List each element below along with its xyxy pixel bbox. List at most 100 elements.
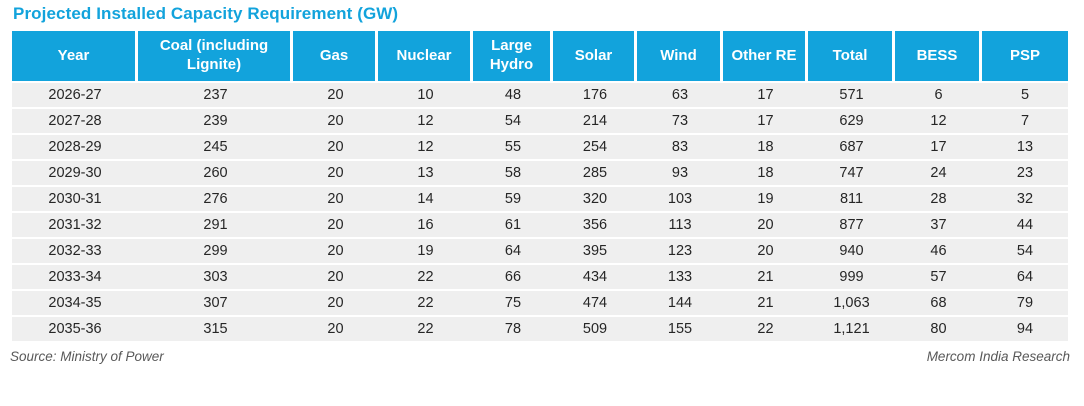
value-cell: 79: [982, 291, 1068, 317]
value-cell: 73: [637, 109, 723, 135]
value-cell: 64: [982, 265, 1068, 291]
value-cell: 747: [808, 161, 895, 187]
year-cell: 2029-30: [12, 161, 138, 187]
value-cell: 571: [808, 83, 895, 109]
value-cell: 57: [895, 265, 982, 291]
table-row: 2034-35 307 20 22 75 474 144 21 1,063 68 79: [12, 291, 1068, 317]
value-cell: 7: [982, 109, 1068, 135]
value-cell: 291: [138, 213, 293, 239]
source-note: Source: Ministry of Power: [10, 349, 164, 364]
value-cell: 20: [293, 109, 378, 135]
value-cell: 239: [138, 109, 293, 135]
table-row: 2026-27 237 20 10 48 176 63 17 571 6 5: [12, 83, 1068, 109]
table-row: 2033-34 303 20 22 66 434 133 21 999 57 64: [12, 265, 1068, 291]
value-cell: 94: [982, 317, 1068, 343]
year-cell: 2034-35: [12, 291, 138, 317]
value-cell: 20: [723, 239, 808, 265]
column-header-bess: BESS: [895, 31, 982, 83]
capacity-table: Year Coal (including Lignite) Gas Nuclear La…: [12, 31, 1068, 343]
value-cell: 37: [895, 213, 982, 239]
year-cell: 2027-28: [12, 109, 138, 135]
value-cell: 237: [138, 83, 293, 109]
column-header-wind: Wind: [637, 31, 723, 83]
value-cell: 214: [553, 109, 637, 135]
column-header-psp: PSP: [982, 31, 1068, 83]
value-cell: 61: [473, 213, 553, 239]
value-cell: 63: [637, 83, 723, 109]
table-row: 2027-28 239 20 12 54 214 73 17 629 12 7: [12, 109, 1068, 135]
value-cell: 12: [378, 135, 473, 161]
value-cell: 687: [808, 135, 895, 161]
value-cell: 940: [808, 239, 895, 265]
table-row: 2035-36 315 20 22 78 509 155 22 1,121 80 94: [12, 317, 1068, 343]
value-cell: 20: [293, 317, 378, 343]
table-row: 2030-31 276 20 14 59 320 103 19 811 28 32: [12, 187, 1068, 213]
year-cell: 2026-27: [12, 83, 138, 109]
value-cell: 20: [293, 213, 378, 239]
value-cell: 14: [378, 187, 473, 213]
table-row: 2029-30 260 20 13 58 285 93 18 747 24 23: [12, 161, 1068, 187]
value-cell: 21: [723, 291, 808, 317]
value-cell: 123: [637, 239, 723, 265]
value-cell: 509: [553, 317, 637, 343]
value-cell: 28: [895, 187, 982, 213]
column-header-gas: Gas: [293, 31, 378, 83]
value-cell: 6: [895, 83, 982, 109]
value-cell: 80: [895, 317, 982, 343]
year-cell: 2032-33: [12, 239, 138, 265]
value-cell: 24: [895, 161, 982, 187]
value-cell: 133: [637, 265, 723, 291]
value-cell: 303: [138, 265, 293, 291]
value-cell: 20: [293, 265, 378, 291]
value-cell: 20: [293, 83, 378, 109]
value-cell: 83: [637, 135, 723, 161]
value-cell: 58: [473, 161, 553, 187]
column-header-year: Year: [12, 31, 138, 83]
value-cell: 64: [473, 239, 553, 265]
footer: Source: Ministry of Power Mercom India R…: [10, 349, 1070, 364]
value-cell: 93: [637, 161, 723, 187]
value-cell: 55: [473, 135, 553, 161]
year-cell: 2028-29: [12, 135, 138, 161]
header-row: Year Coal (including Lignite) Gas Nuclear La…: [12, 31, 1068, 83]
value-cell: 811: [808, 187, 895, 213]
value-cell: 19: [378, 239, 473, 265]
value-cell: 20: [293, 135, 378, 161]
value-cell: 395: [553, 239, 637, 265]
value-cell: 320: [553, 187, 637, 213]
value-cell: 48: [473, 83, 553, 109]
value-cell: 32: [982, 187, 1068, 213]
value-cell: 18: [723, 135, 808, 161]
value-cell: 12: [895, 109, 982, 135]
table-header: Year Coal (including Lignite) Gas Nuclear La…: [12, 31, 1068, 83]
value-cell: 16: [378, 213, 473, 239]
value-cell: 20: [293, 291, 378, 317]
column-header-nuclear: Nuclear: [378, 31, 473, 83]
value-cell: 245: [138, 135, 293, 161]
column-header-total: Total: [808, 31, 895, 83]
value-cell: 66: [473, 265, 553, 291]
table-row: 2032-33 299 20 19 64 395 123 20 940 46 54: [12, 239, 1068, 265]
value-cell: 254: [553, 135, 637, 161]
value-cell: 46: [895, 239, 982, 265]
page-title: Projected Installed Capacity Requirement…: [13, 4, 399, 23]
value-cell: 17: [895, 135, 982, 161]
value-cell: 1,121: [808, 317, 895, 343]
value-cell: 18: [723, 161, 808, 187]
value-cell: 12: [378, 109, 473, 135]
year-cell: 2033-34: [12, 265, 138, 291]
value-cell: 10: [378, 83, 473, 109]
value-cell: 68: [895, 291, 982, 317]
value-cell: 299: [138, 239, 293, 265]
value-cell: 307: [138, 291, 293, 317]
year-cell: 2035-36: [12, 317, 138, 343]
value-cell: 1,063: [808, 291, 895, 317]
value-cell: 13: [378, 161, 473, 187]
value-cell: 5: [982, 83, 1068, 109]
value-cell: 20: [723, 213, 808, 239]
value-cell: 22: [378, 265, 473, 291]
year-cell: 2031-32: [12, 213, 138, 239]
value-cell: 22: [378, 317, 473, 343]
table-body: 2026-27 237 20 10 48 176 63 17 571 6 5 2027-28 239 20…: [12, 83, 1068, 343]
value-cell: 23: [982, 161, 1068, 187]
